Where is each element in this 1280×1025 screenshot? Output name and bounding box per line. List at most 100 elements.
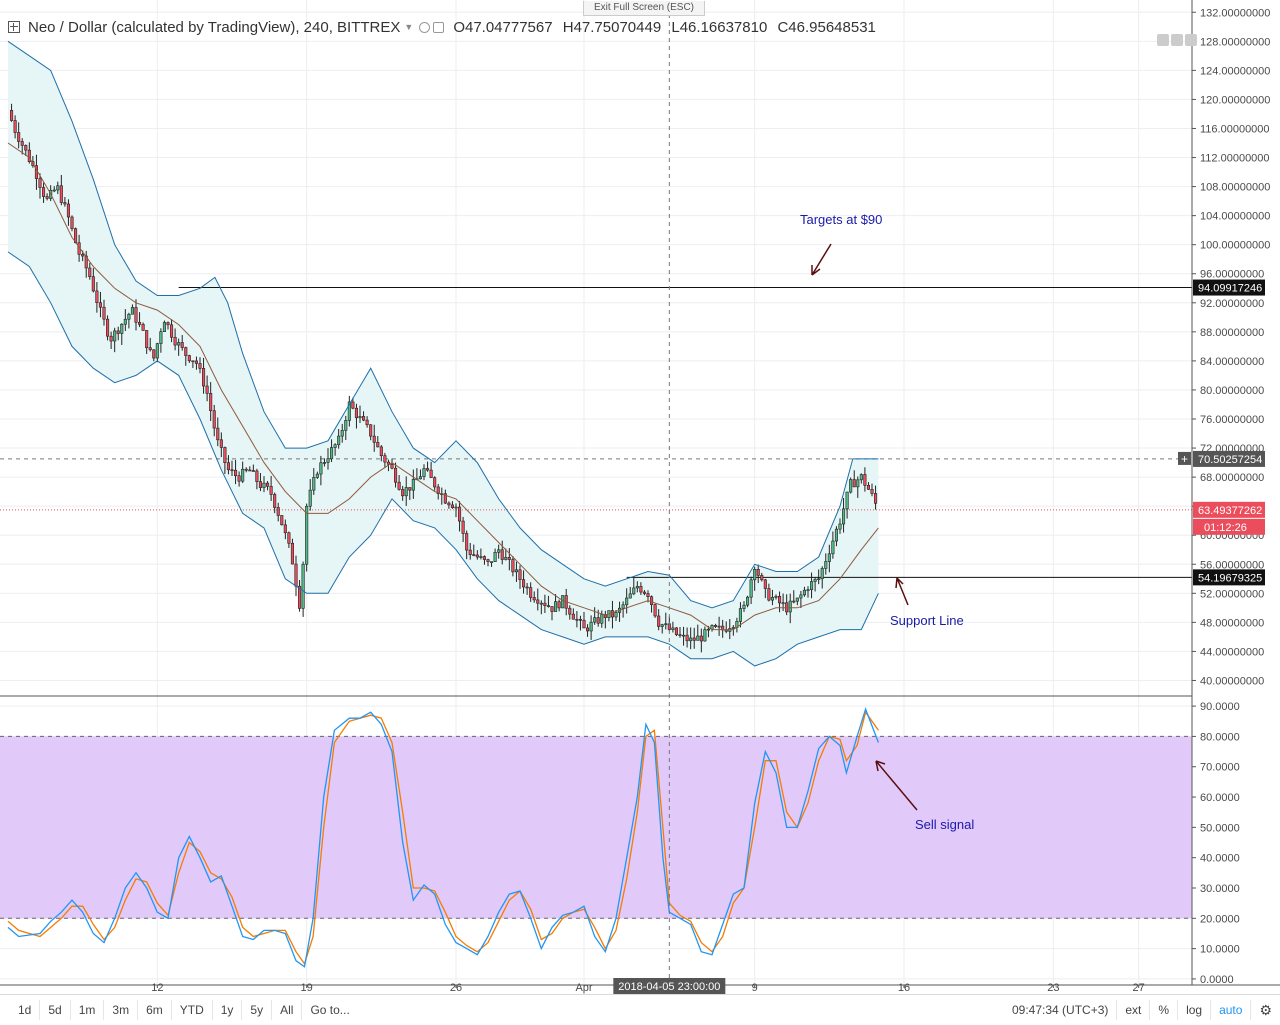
candle-body-235 xyxy=(845,491,849,510)
candle-body-216 xyxy=(778,596,782,604)
arrow-sell xyxy=(875,760,918,811)
settings-small-icon[interactable] xyxy=(419,21,431,33)
exit-fullscreen-button[interactable]: Exit Full Screen (ESC) xyxy=(583,1,705,16)
clock-readout[interactable]: 09:47:34 (UTC+3) xyxy=(1004,1000,1118,1020)
candle-body-182 xyxy=(657,615,661,627)
candle-body-68 xyxy=(251,470,255,472)
auto-toggle[interactable]: auto xyxy=(1211,1000,1252,1020)
candle-body-89 xyxy=(326,458,330,463)
add-alert-icon-bg xyxy=(1178,451,1191,465)
candle-body-79 xyxy=(290,542,294,565)
symbol-title[interactable]: Neo / Dollar (calculated by TradingView)… xyxy=(28,18,401,36)
annotation-targets: Targets at $90 xyxy=(800,212,882,227)
candle-body-64 xyxy=(237,475,241,482)
countdown-label: 01:12:26 xyxy=(1204,522,1247,534)
candle-body-77 xyxy=(283,524,287,534)
candle-body-26 xyxy=(102,306,106,320)
candle-body-226 xyxy=(813,578,817,582)
stoch-k-line xyxy=(7,707,880,968)
ext-toggle[interactable]: ext xyxy=(1117,1000,1151,1020)
candle-body-34 xyxy=(130,307,134,315)
price-tick-label-5: 112.00000000 xyxy=(1200,153,1270,165)
candle-body-169 xyxy=(610,610,614,618)
price-tick-label-10: 92.00000000 xyxy=(1200,298,1264,310)
candle-body-40 xyxy=(152,349,156,359)
candle-body-233 xyxy=(838,523,842,530)
price-tick-label-6: 108.00000000 xyxy=(1200,182,1270,194)
price-tick-label-8: 100.00000000 xyxy=(1200,240,1270,252)
range-1d[interactable]: 1d xyxy=(0,1000,41,1020)
candle-body-239 xyxy=(859,474,863,481)
goto-button[interactable]: Go to... xyxy=(310,1003,350,1017)
candle-body-231 xyxy=(831,540,835,555)
candle-body-2 xyxy=(17,132,21,142)
range-6m[interactable]: 6m xyxy=(138,1000,172,1020)
candle-body-37 xyxy=(141,324,145,331)
price-tick-label-2: 124.00000000 xyxy=(1200,65,1270,77)
candle-body-207 xyxy=(746,596,750,606)
percent-toggle[interactable]: % xyxy=(1150,1000,1179,1020)
candle-body-211 xyxy=(760,575,764,581)
candle-body-161 xyxy=(582,619,586,629)
candle-body-113 xyxy=(411,479,415,491)
candle-body-175 xyxy=(632,587,636,595)
range-5d[interactable]: 5d xyxy=(40,1000,71,1020)
candle-body-110 xyxy=(401,489,405,497)
candle-body-148 xyxy=(536,599,540,604)
candle-body-25 xyxy=(98,302,102,308)
candle-body-105 xyxy=(383,455,387,463)
price-tick-label-0: 132.00000000 xyxy=(1200,7,1270,19)
candle-body-32 xyxy=(123,318,127,325)
visibility-small-icon[interactable] xyxy=(433,21,445,33)
candle-body-196 xyxy=(706,628,710,631)
candle-body-222 xyxy=(799,594,803,599)
candle-body-209 xyxy=(753,569,757,581)
candle-body-86 xyxy=(315,473,319,478)
bollinger-lower xyxy=(7,251,879,667)
candle-body-167 xyxy=(603,614,607,618)
candle-body-97 xyxy=(354,407,358,419)
candle-body-163 xyxy=(589,621,593,632)
candle-body-184 xyxy=(664,623,668,626)
candle-body-125 xyxy=(454,506,458,509)
pane-maximize-icon[interactable] xyxy=(1185,34,1197,46)
candle-body-100 xyxy=(365,419,369,426)
pane-down-icon[interactable] xyxy=(1157,34,1169,46)
candle-body-174 xyxy=(628,593,632,599)
range-3m[interactable]: 3m xyxy=(104,1000,139,1020)
pane-up-icon[interactable] xyxy=(1171,34,1183,46)
candle-body-146 xyxy=(529,587,533,598)
range-1m[interactable]: 1m xyxy=(71,1000,105,1020)
log-toggle[interactable]: log xyxy=(1178,1000,1212,1020)
candle-body-81 xyxy=(298,585,302,609)
candle-body-225 xyxy=(810,581,814,591)
candle-body-189 xyxy=(682,634,686,637)
compare-add-icon[interactable] xyxy=(8,21,20,33)
high-value: H47.75070449 xyxy=(562,18,662,36)
gear-icon[interactable]: ⚙ xyxy=(1259,1002,1272,1018)
price-tick-label-11: 88.00000000 xyxy=(1200,327,1264,339)
candle-body-115 xyxy=(418,476,422,480)
candle-body-96 xyxy=(351,401,355,409)
range-1y[interactable]: 1y xyxy=(213,1000,243,1020)
countdown-bg xyxy=(1193,518,1265,535)
candle-body-111 xyxy=(404,487,408,497)
candle-body-91 xyxy=(333,444,337,448)
candle-body-144 xyxy=(522,579,526,588)
candle-body-181 xyxy=(653,604,657,617)
candle-body-73 xyxy=(269,486,273,495)
candle-body-63 xyxy=(234,469,238,477)
range-all[interactable]: All xyxy=(272,1000,303,1020)
stoch-tick-label-1: 80.0000 xyxy=(1200,731,1240,743)
candle-body-166 xyxy=(600,614,604,624)
candle-body-3 xyxy=(20,141,24,146)
range-ytd[interactable]: YTD xyxy=(172,1000,213,1020)
chevron-down-icon[interactable]: ▼ xyxy=(404,22,414,32)
price-tick-label-23: 40.00000000 xyxy=(1200,675,1264,687)
range-5y[interactable]: 5y xyxy=(242,1000,273,1020)
candle-body-223 xyxy=(802,589,806,596)
candle-body-162 xyxy=(586,627,590,632)
candle-body-101 xyxy=(369,424,373,437)
candle-body-116 xyxy=(422,468,426,477)
